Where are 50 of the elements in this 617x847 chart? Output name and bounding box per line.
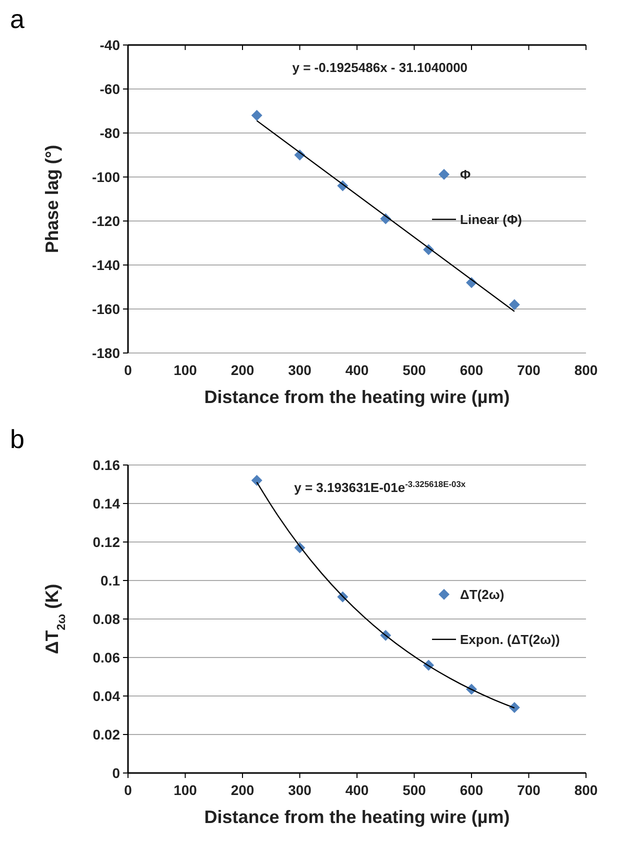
point (251, 474, 262, 486)
y-tick-label: 0.02 (92, 726, 120, 742)
x-tick-label: 200 (230, 362, 254, 378)
y-tick-label: 0.04 (92, 688, 120, 704)
annotation: y = -0.1925486x - 31.1040000 (292, 60, 468, 75)
point (251, 110, 262, 121)
x-tick-label: 600 (460, 362, 484, 378)
x-tick-label: 200 (230, 782, 254, 798)
legend-label: Φ (460, 166, 472, 182)
y-tick-label: -40 (100, 36, 120, 53)
legend-label: Linear (Φ) (460, 212, 522, 227)
y-tick-label: 0.16 (92, 456, 120, 473)
y-tick-label: -140 (92, 256, 120, 273)
y-tick-label: -160 (92, 300, 120, 317)
x-axis-title: Distance from the heating wire (µm) (204, 387, 510, 407)
legend-label: ΔT(2ω) (460, 586, 504, 602)
x-tick-label: 100 (174, 782, 198, 798)
point (508, 299, 520, 310)
x-tick-label: 400 (345, 362, 369, 378)
y-tick-label: 0.1 (100, 572, 120, 588)
y-tick-label: 0.06 (92, 649, 120, 666)
y-tick-label: 0.08 (92, 610, 120, 627)
x-tick-label: 500 (402, 782, 426, 798)
y-tick-label: 0.14 (92, 495, 120, 512)
y-tick-label: -80 (100, 124, 120, 141)
chart-title: b (10, 424, 24, 454)
x-tick-label: 0 (124, 782, 132, 798)
legend-label: Expon. (ΔT(2ω)) (460, 632, 560, 647)
x-tick-label: 700 (517, 782, 541, 798)
y-tick-label: -180 (92, 344, 120, 361)
x-tick-label: 800 (574, 362, 598, 378)
x-tick-label: 800 (574, 782, 598, 798)
annotation: y = 3.193631E-01e$^{-3.325618E-03x}$ (294, 479, 466, 495)
x-axis-title: Distance from the heating wire (µm) (204, 807, 510, 827)
y-tick-label: -100 (92, 168, 120, 185)
x-tick-label: 700 (517, 362, 541, 378)
x-tick-label: 300 (288, 362, 312, 378)
y-tick-label: -60 (100, 80, 120, 97)
y-axis-title: Phase lag (°) (42, 144, 62, 254)
x-tick-label: 100 (174, 362, 198, 378)
x-tick-label: 300 (288, 782, 312, 798)
x-tick-label: 0 (124, 362, 132, 378)
x-tick-label: 500 (402, 362, 426, 378)
y-tick-label: 0.12 (92, 534, 120, 550)
point (508, 702, 520, 714)
x-tick-label: 600 (460, 782, 484, 798)
y-tick-label: 0 (112, 764, 120, 781)
chart-title: a (10, 4, 25, 34)
y-tick-label: -120 (92, 212, 120, 229)
x-tick-label: 400 (345, 782, 369, 798)
